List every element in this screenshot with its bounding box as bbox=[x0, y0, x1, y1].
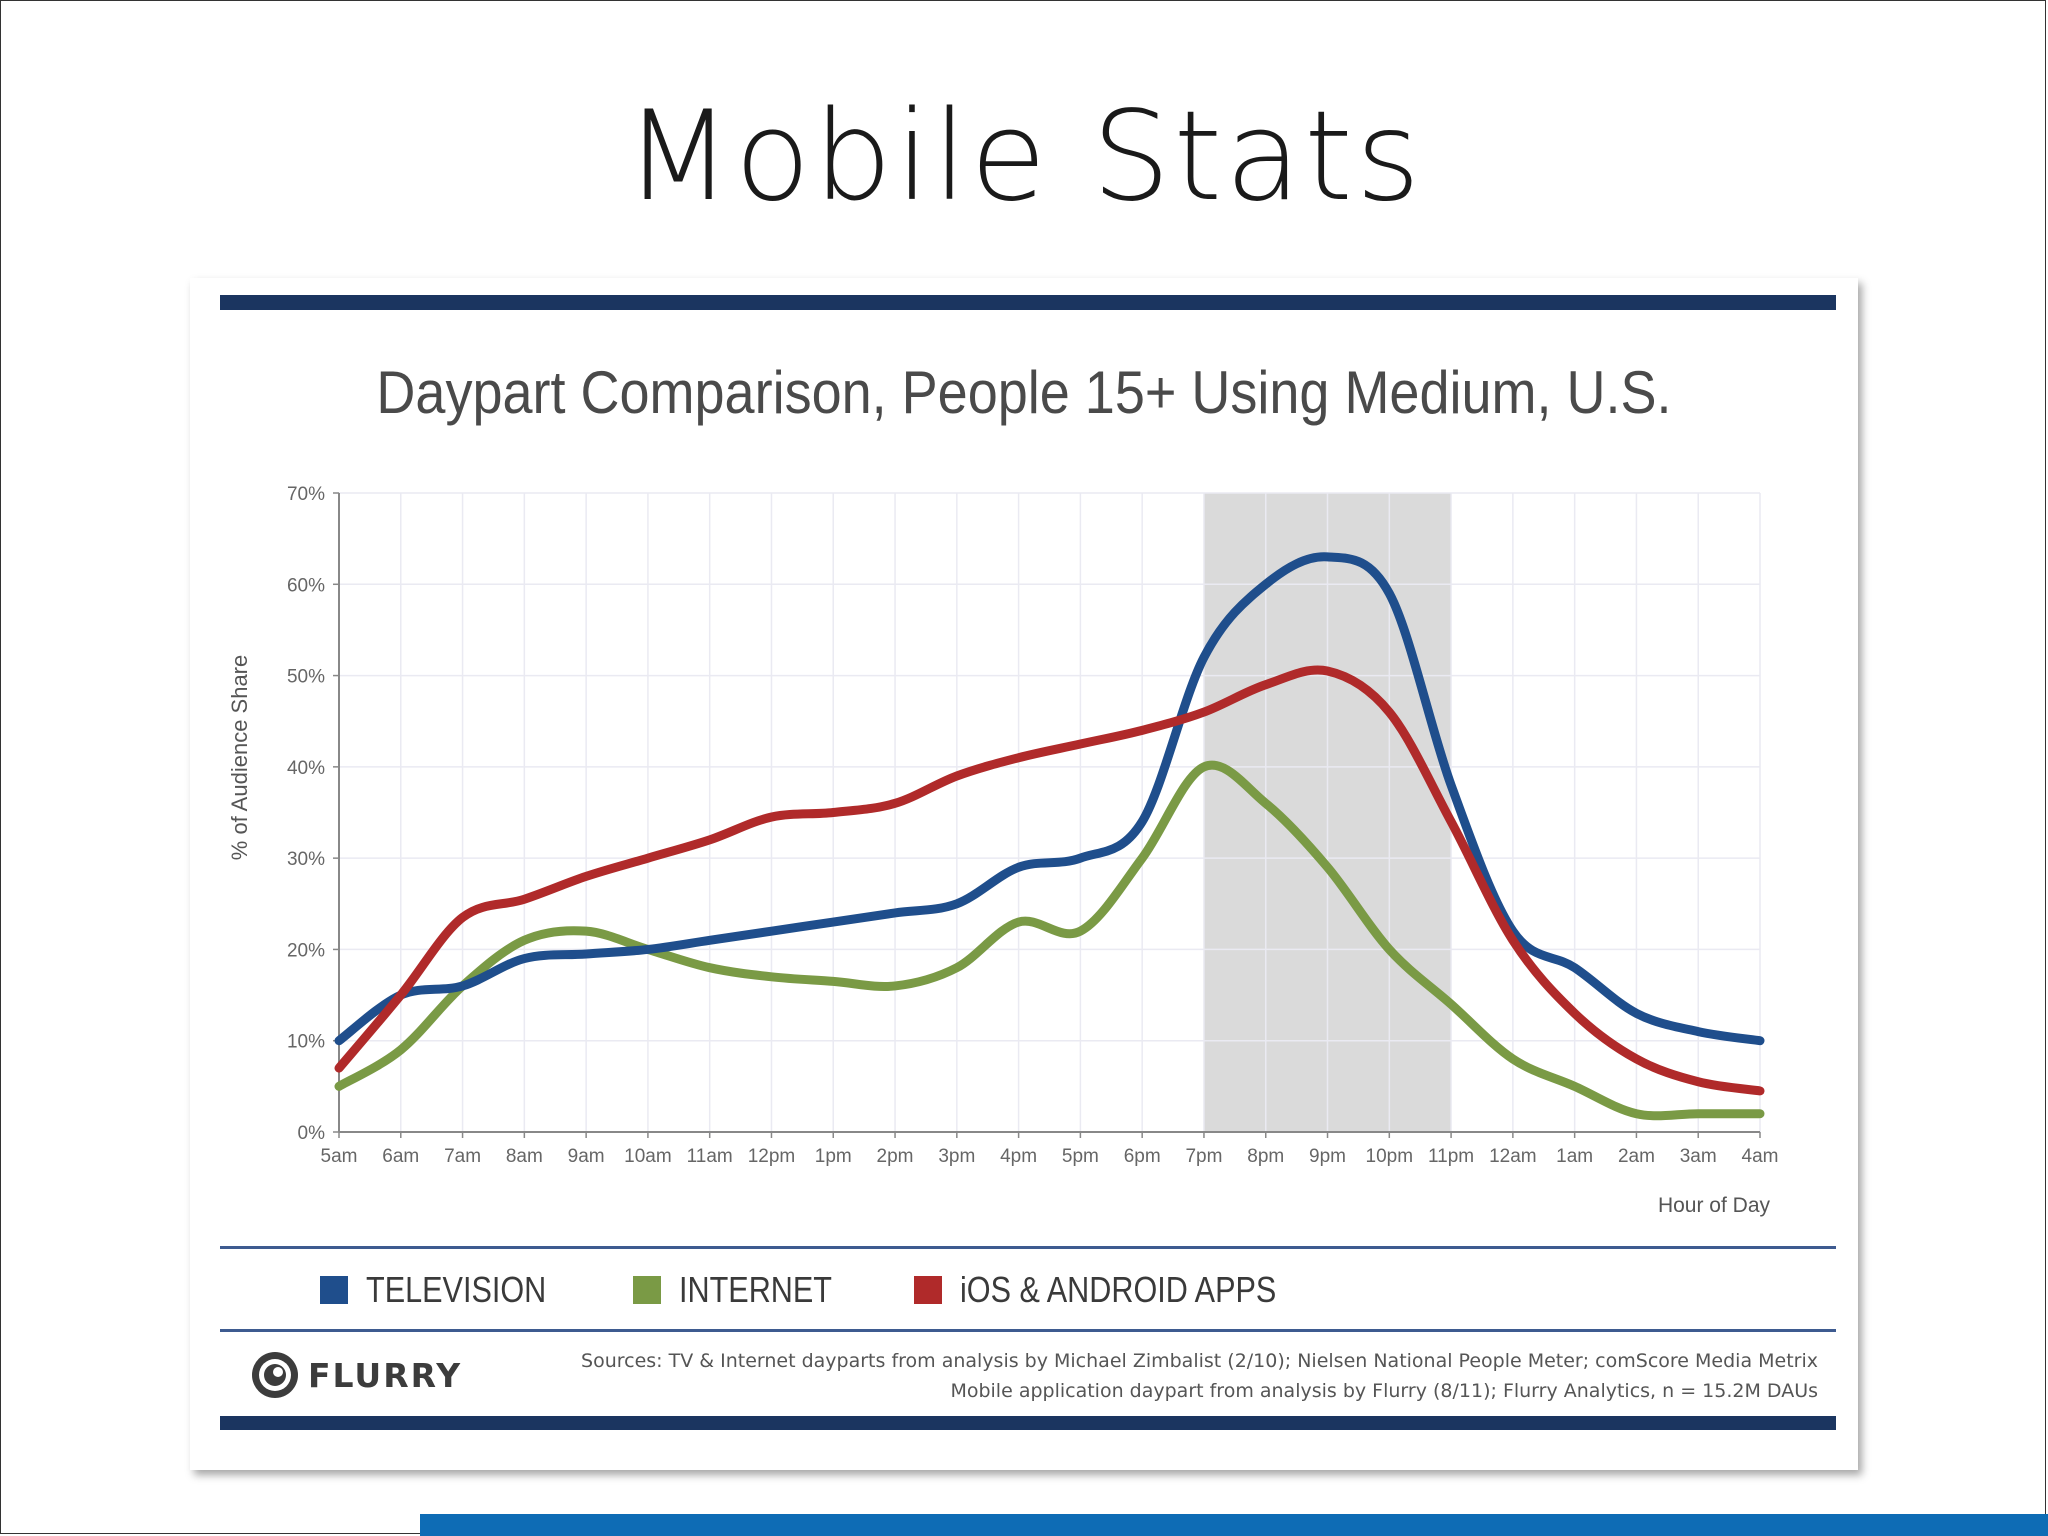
x-tick-label: 7pm bbox=[1185, 1146, 1222, 1167]
legend-item-internet: INTERNET bbox=[633, 1269, 859, 1311]
legend-label-television: TELEVISION bbox=[366, 1269, 547, 1310]
y-tick-label: 10% bbox=[287, 1032, 325, 1053]
legend-bottom-rule bbox=[220, 1329, 1836, 1332]
x-tick-label: 3pm bbox=[938, 1146, 975, 1167]
legend-label-internet: INTERNET bbox=[679, 1269, 833, 1310]
y-tick-label: 40% bbox=[287, 758, 325, 779]
sources-line-1: Sources: TV & Internet dayparts from ana… bbox=[581, 1350, 1818, 1372]
slide-title: Mobile Stats bbox=[624, 85, 1424, 229]
y-tick-label: 60% bbox=[287, 575, 325, 596]
y-axis-title: % of Audience Share bbox=[227, 655, 252, 860]
x-tick-label: 7am bbox=[444, 1146, 481, 1167]
x-tick-label: 10pm bbox=[1366, 1146, 1414, 1167]
y-tick-label: 50% bbox=[287, 667, 325, 688]
legend: TELEVISION INTERNET iOS & ANDROID APPS bbox=[320, 1268, 1387, 1312]
x-axis-title: Hour of Day bbox=[1658, 1194, 1771, 1217]
x-tick-label: 3am bbox=[1680, 1146, 1717, 1167]
slide-accent-bar bbox=[420, 1514, 2048, 1536]
x-tick-label: 11am bbox=[687, 1146, 733, 1167]
x-tick-label: 5pm bbox=[1062, 1146, 1099, 1167]
series-line-internet bbox=[334, 760, 1765, 1121]
y-tick-label: 30% bbox=[287, 849, 325, 870]
x-tick-label: 8pm bbox=[1247, 1146, 1284, 1167]
series-line-television bbox=[334, 552, 1765, 1046]
x-tick-label: 2am bbox=[1618, 1146, 1655, 1167]
line-chart: 0% 10% 20% 30% 40% 50% 60% 70% 5am 6am 7am 8am 9am 10… bbox=[227, 484, 1779, 1217]
x-tick-label: 6am bbox=[382, 1146, 419, 1167]
sources-line-2: Mobile application daypart from analysis… bbox=[950, 1380, 1818, 1402]
x-tick-label: 11pm bbox=[1428, 1146, 1474, 1167]
y-tick-label: 0% bbox=[298, 1123, 326, 1144]
legend-item-television: TELEVISION bbox=[320, 1269, 578, 1311]
x-tick-label: 6pm bbox=[1124, 1146, 1161, 1167]
flurry-logo: FLURRY bbox=[250, 1350, 462, 1400]
x-tick-label: 4pm bbox=[1000, 1146, 1037, 1167]
legend-swatch-television bbox=[320, 1276, 348, 1304]
legend-swatch-internet bbox=[633, 1276, 662, 1304]
x-tick-label: 12pm bbox=[748, 1146, 796, 1167]
legend-swatch-apps bbox=[914, 1276, 943, 1304]
x-tick-label: 12am bbox=[1489, 1146, 1537, 1167]
x-tick-label: 4am bbox=[1742, 1146, 1779, 1167]
y-tick-label: 20% bbox=[287, 940, 325, 961]
y-tick-label: 70% bbox=[287, 484, 325, 505]
legend-item-apps: iOS & ANDROID APPS bbox=[914, 1269, 1332, 1311]
legend-label-apps: iOS & ANDROID APPS bbox=[960, 1269, 1277, 1310]
flurry-logo-text: FLURRY bbox=[308, 1355, 463, 1395]
flurry-logo-icon bbox=[252, 1352, 298, 1398]
sources-note: Sources: TV & Internet dayparts from ana… bbox=[581, 1346, 1818, 1406]
x-tick-label: 1pm bbox=[815, 1146, 852, 1167]
top-rule bbox=[220, 295, 1836, 310]
legend-top-rule bbox=[220, 1246, 1836, 1249]
x-tick-label: 10am bbox=[624, 1146, 672, 1167]
x-tick-label: 2pm bbox=[877, 1146, 914, 1167]
bottom-rule bbox=[220, 1416, 1836, 1430]
chart-title: Daypart Comparison, People 15+ Using Med… bbox=[376, 359, 1672, 426]
x-tick-label: 5am bbox=[321, 1146, 358, 1167]
series-line-ios-android-apps bbox=[334, 665, 1765, 1096]
x-tick-label: 1am bbox=[1556, 1146, 1593, 1167]
x-tick-label: 9am bbox=[568, 1146, 605, 1167]
x-tick-label: 9pm bbox=[1309, 1146, 1346, 1167]
x-tick-label: 8am bbox=[506, 1146, 543, 1167]
chart-card: Daypart Comparison, People 15+ Using Med… bbox=[190, 278, 1858, 1470]
